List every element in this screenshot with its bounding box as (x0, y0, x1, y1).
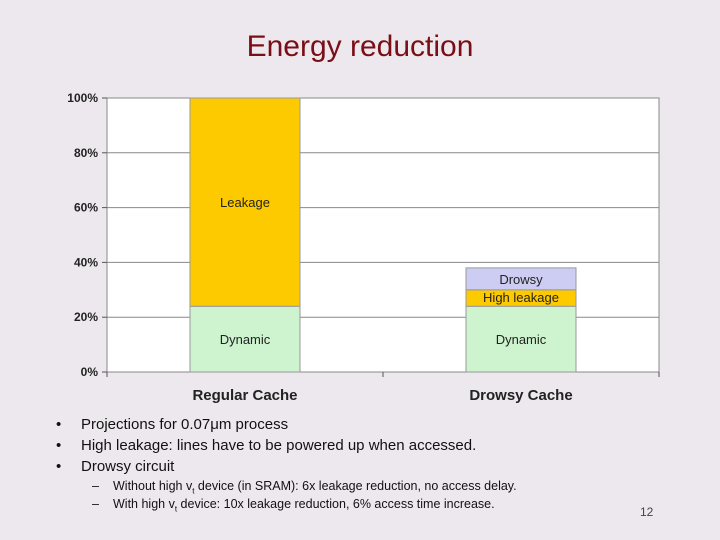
bullet-item: Projections for 0.07μm process (56, 414, 476, 435)
y-tick-label: 100% (67, 91, 98, 105)
y-tick-label: 80% (74, 146, 98, 160)
segment-label: High leakage (483, 290, 559, 305)
bar-segment (465, 267, 577, 291)
segment-label: Drowsy (499, 272, 543, 287)
y-tick-label: 0% (81, 365, 99, 379)
bar-segment (465, 305, 577, 373)
segment-label: Dynamic (220, 332, 271, 347)
slide-title: Energy reduction (246, 30, 474, 63)
sub-bullet-item: With high vt device: 10x leakage reducti… (92, 495, 517, 514)
bullet-item: Drowsy circuit (56, 456, 476, 477)
bar-segment (189, 97, 301, 307)
x-category-label: Drowsy Cache (469, 387, 572, 404)
x-category-label: Regular Cache (192, 387, 297, 404)
y-tick-label: 60% (74, 201, 98, 215)
bullet-item: High leakage: lines have to be powered u… (56, 435, 476, 456)
y-tick-label: 20% (74, 310, 98, 324)
segment-label: Leakage (220, 195, 270, 210)
y-tick-label: 40% (74, 255, 98, 269)
bullet-list: Projections for 0.07μm process High leak… (56, 414, 476, 477)
stacked-bar-chart: 0% 20% 40% 60% 80% 100% Dynamic Leakage Regular … (67, 91, 660, 404)
page-number: 12 (640, 505, 654, 519)
sub-bullet-item: Without high vt device (in SRAM): 6x lea… (92, 477, 517, 496)
sub-bullet-list: Without high vt device (in SRAM): 6x lea… (92, 477, 517, 514)
segment-label: Dynamic (496, 332, 547, 347)
